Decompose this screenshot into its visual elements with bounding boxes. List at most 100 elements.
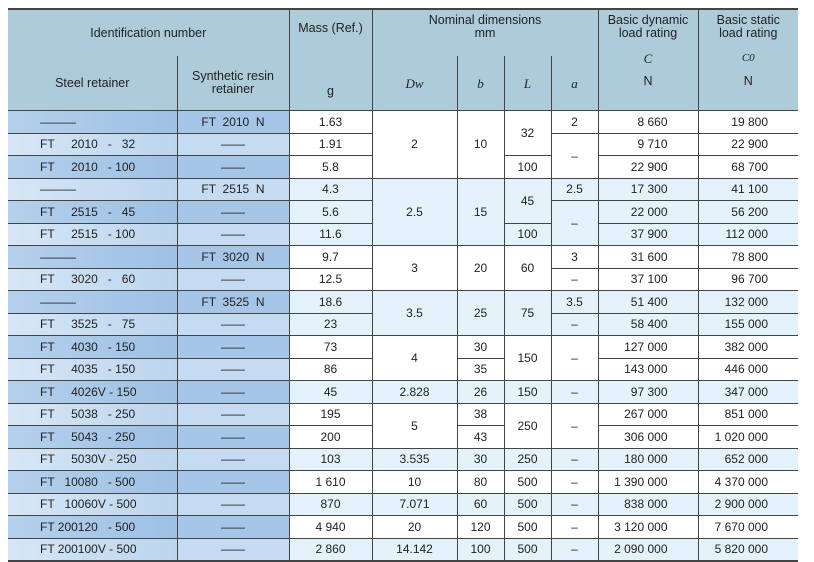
b-cell: 100 [456,537,504,561]
a-cell: – [550,492,598,516]
steel-retainer-cell: ——— [8,290,177,313]
steel-retainer-cell: FT 3525 - 75 [8,312,177,336]
table-row: FT 5043 - 250 —— 200 43 306 000 1 020 000 [8,425,798,448]
a-cell: – [550,380,598,403]
dynamic-load-unit: N [643,74,653,88]
table-row: ——— FT 2515 N 4.3 2.5 15 45 2.5 17 300 41 100 [8,177,798,246]
a-cell: 3 [550,245,598,268]
steel-retainer-cell: FT 4035 - 150 [8,357,177,381]
a-header: a [550,56,598,111]
table-row: ——— FT 3525 N 18.6 3.5 25 75 3.5 51 400 132 000 [8,290,798,336]
a-cell: – [550,267,598,291]
dynamic-load-cell: 9 710 [597,132,698,156]
l-cell: 250 [503,447,551,471]
dw-cell: 7.071 [371,492,457,516]
a-cell: – [550,470,598,493]
b-cell: 80 [456,470,504,493]
static-load-cell: 96 700 [697,267,798,291]
table-row: FT 5038 - 250 —— 195 5 38 250–267 000 851 000 [8,402,798,448]
resin-retainer-cell: FT 2010 N [176,110,289,133]
mass-cell: 200 [288,425,372,448]
static-load-unit: N [743,74,753,88]
static-load-cell: 7 670 000 [697,515,798,538]
mass-cell: 12.5 [288,267,372,291]
steel-retainer-cell: FT 2515 - 45 [8,200,177,223]
a-cell: 3.5 [550,290,598,313]
dw-cell: 3.535 [371,447,457,471]
dw-cell: 2 [371,110,457,178]
steel-retainer-cell: FT 3020 - 60 [8,267,177,291]
resin-retainer-cell: —— [176,357,289,381]
a-cell: 2.5 [550,177,598,201]
dynamic-load-label: Basic dynamic load rating [607,13,689,40]
resin-retainer-cell: —— [176,132,289,156]
l-cell: 250 [503,402,551,448]
b-cell: 30 [456,447,504,471]
l-header: L [503,56,551,111]
resin-retainer-cell: —— [176,537,289,561]
bearing-spec-table: Identification number Mass (Ref.) g Nomi… [8,8,798,562]
table-row: FT 2010 - 32 —— 1.91 –9 710 22 900 [8,132,798,178]
l-cell: 45 [503,177,551,223]
dynamic-load-cell: 1 390 000 [597,470,698,493]
mass-label: Mass (Ref.) [298,21,363,35]
b-cell: 25 [456,290,504,336]
dynamic-load-cell: 37 100 [597,267,698,291]
steel-retainer-cell: ——— [8,177,177,201]
mass-cell: 11.6 [288,222,372,246]
mass-cell: 195 [288,402,372,426]
dw-cell: 20 [371,515,457,538]
mass-cell: 103 [288,447,372,471]
static-load-cell: 19 800 [697,110,798,133]
b-cell: 10 [456,110,504,178]
static-load-cell: 132 000 [697,290,798,313]
static-load-cell: 155 000 [697,312,798,336]
mass-cell: 1 610 [288,470,372,493]
steel-retainer-cell: FT 2515 - 100 [8,222,177,246]
static-load-cell: 382 000 [697,335,798,358]
dynamic-load-cell: 2 090 000 [597,537,698,561]
a-cell: – [550,537,598,561]
dynamic-load-cell: 97 300 [597,380,698,403]
b-cell: 60 [456,492,504,516]
a-cell: – [550,200,598,246]
table-row: FT 5030V - 250 —— 103 3.535 30 250–180 000 652… [8,447,798,471]
mass-cell: 5.6 [288,200,372,223]
table-row: FT 3020 - 60 —— 12.5 –37 100 96 700 [8,267,798,291]
b-cell: 15 [456,177,504,246]
resin-retainer-cell: FT 3020 N [176,245,289,268]
static-load-cell: 56 200 [697,200,798,223]
l-cell: 75 [503,290,551,336]
steel-retainer-cell: FT 10060V - 500 [8,492,177,516]
b-header: b [456,56,504,111]
dynamic-load-cell: 306 000 [597,425,698,448]
mass-cell: 73 [288,335,372,358]
l-cell: 32 [503,110,551,156]
dynamic-load-header: Basic dynamic load rating C N [597,9,698,111]
mass-cell: 23 [288,312,372,336]
nominal-dimensions-unit: mm [474,26,496,40]
table-row: FT 4035 - 150 —— 86 35 143 000 446 000 [8,357,798,381]
static-load-cell: 851 000 [697,402,798,426]
resin-retainer-cell: —— [176,155,289,178]
static-load-cell: 78 800 [697,245,798,268]
l-cell: 500 [503,537,551,561]
a-cell: – [550,335,598,381]
resin-retainer-cell: —— [176,425,289,448]
dw-cell: 2.828 [371,380,457,403]
steel-retainer-cell: FT 5030V - 250 [8,447,177,471]
resin-retainer-cell: FT 3525 N [176,290,289,313]
static-load-cell: 68 700 [697,155,798,178]
resin-retainer-cell: —— [176,200,289,223]
resin-retainer-cell: —— [176,470,289,493]
steel-retainer-cell: FT 5043 - 250 [8,425,177,448]
dynamic-load-cell: 8 660 [597,110,698,133]
steel-retainer-cell: FT 10080 - 500 [8,470,177,493]
steel-retainer-cell: FT 200100V - 500 [8,537,177,561]
resin-retainer-cell: FT 2515 N [176,177,289,201]
dynamic-load-cell: 267 000 [597,402,698,426]
a-cell: – [550,132,598,178]
l-cell: 150 [503,380,551,403]
dynamic-load-cell: 37 900 [597,222,698,246]
resin-retainer-cell: —— [176,267,289,291]
